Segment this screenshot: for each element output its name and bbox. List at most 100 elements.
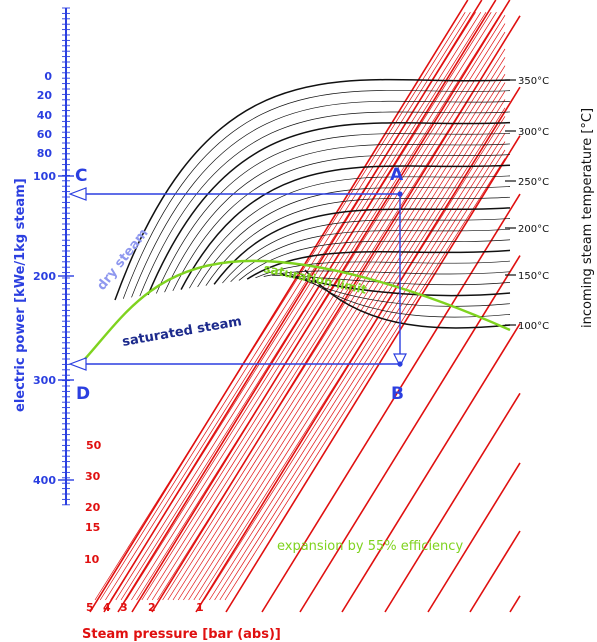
pressure-line [195, 86, 521, 613]
isotherm-minor [164, 143, 511, 293]
saturation-curves [83, 259, 511, 361]
bottom-tick-label: 4 [103, 601, 111, 614]
pressure-line [341, 323, 521, 613]
dry-steam-label: dry steam [94, 226, 151, 293]
pressure-line-minor [224, 158, 506, 601]
isotherm-major [304, 269, 511, 329]
point-a-label: A [390, 165, 404, 185]
pressure-line-minor [157, 48, 506, 601]
bottom-tick-label: 5 [86, 601, 94, 614]
saturated-steam-label: saturated steam [121, 314, 243, 350]
axis-tick-label: 200 [33, 270, 56, 283]
pressure-line-minor [131, 12, 502, 601]
pressure-line [225, 135, 521, 613]
pressure-lines [89, 0, 521, 613]
pressure-line-minor [125, 12, 497, 601]
pressure-line-minor [193, 107, 506, 601]
pressure-line-minor [94, 12, 466, 601]
isotherm-major [213, 207, 511, 285]
point-b-label: B [391, 384, 404, 404]
isotherm-minor [205, 196, 511, 286]
pressure-line-minor [172, 73, 506, 601]
isotherm-minor [172, 154, 511, 292]
axis-tick-label: 40 [37, 109, 53, 122]
pressure-line-minor [115, 12, 487, 601]
pressure-line-minor [214, 141, 506, 601]
pressure-line-minor [209, 132, 506, 601]
pressure-line-minor [177, 82, 506, 601]
pressure-line [384, 392, 521, 613]
pressure-line-minor [188, 99, 506, 601]
pressure-line-minor [183, 90, 506, 601]
isotherm-minor [222, 218, 511, 284]
pressure-line-minor [146, 31, 506, 601]
bottom-axis-title: Steam pressure [bar (abs)] [82, 627, 281, 642]
pressure-line-minor [162, 57, 506, 601]
isotherm-minor [131, 100, 511, 298]
construction-lines [68, 187, 407, 371]
pressure-line-minor [110, 12, 482, 601]
point-d-label: D [76, 384, 90, 404]
pressure-line-minor [203, 124, 506, 601]
bottom-tick-label: 3 [120, 601, 128, 614]
isotherm-major [114, 78, 511, 301]
bottom-tick-label: 2 [148, 601, 156, 614]
isotherm-major [180, 164, 511, 290]
point-c-label: C [75, 166, 87, 186]
isotherm-minor [255, 260, 511, 279]
temperature-tick-label: 200°C [518, 224, 549, 235]
pressure-line-minor [198, 116, 506, 601]
axis-tick-label: 0 [44, 70, 52, 83]
pressure-label: 50 [86, 439, 102, 452]
temperature-tick-label: 350°C [518, 76, 549, 87]
pressure-line [151, 15, 521, 613]
pressure-line-minor [141, 23, 506, 601]
point-b-dot [397, 361, 403, 367]
isotherm-curves: 350°C 300°C 250°C 200°C 150°C 100°C [114, 76, 549, 332]
pressure-line-minor [219, 149, 506, 601]
isotherm-minor [263, 270, 511, 277]
right-axis-title: incoming steam temperature [°C] [580, 108, 595, 328]
arrow-d [68, 357, 87, 371]
isotherm-minor [230, 228, 511, 282]
temperature-tick-label: 100°C [518, 321, 549, 332]
pressure-line [261, 193, 521, 613]
pressure-label: 10 [84, 553, 100, 566]
pressure-line [427, 462, 521, 613]
isotherm-minor [197, 186, 511, 288]
isotherm-minor [189, 175, 511, 289]
axis-tick-label: 20 [37, 89, 53, 102]
pressure-line [89, 0, 469, 613]
expansion-note: expansion by 55% efficiency [277, 539, 463, 554]
axis-tick-label: 100 [33, 170, 56, 183]
temperature-tick-label: 250°C [518, 177, 549, 188]
pressure-line [509, 595, 521, 613]
electric-power-axis: 0 20 40 60 80 100 200 300 400 [33, 7, 74, 506]
isotherm-major [246, 249, 511, 280]
pressure-line [299, 255, 521, 613]
axis-tick-label: 80 [37, 147, 53, 160]
isotherm-minor [288, 272, 511, 307]
isotherm-minor [122, 90, 511, 299]
isotherm-major [147, 121, 511, 296]
pressure-label: 30 [85, 470, 101, 483]
axis-tick-label: 60 [37, 128, 53, 141]
axis-tick-label: 300 [33, 374, 56, 387]
pressure-line-minor [105, 12, 476, 601]
pressure-label: 15 [85, 521, 100, 534]
isotherm-minor [155, 132, 511, 294]
pressure-line-minor [151, 40, 506, 601]
isotherm-minor [139, 111, 511, 297]
pressure-line-minor [120, 12, 492, 601]
pressure-label: 20 [85, 501, 101, 514]
arrow-b [393, 353, 407, 368]
axis-tick-label: 400 [33, 474, 56, 487]
pressure-line-minor [99, 12, 471, 601]
isotherm-minor [238, 239, 511, 281]
pressure-line [469, 530, 521, 613]
point-a-dot [397, 191, 403, 197]
saturation-curve [83, 259, 511, 361]
arrow-c [68, 187, 87, 201]
temperature-tick-label: 150°C [518, 271, 549, 282]
